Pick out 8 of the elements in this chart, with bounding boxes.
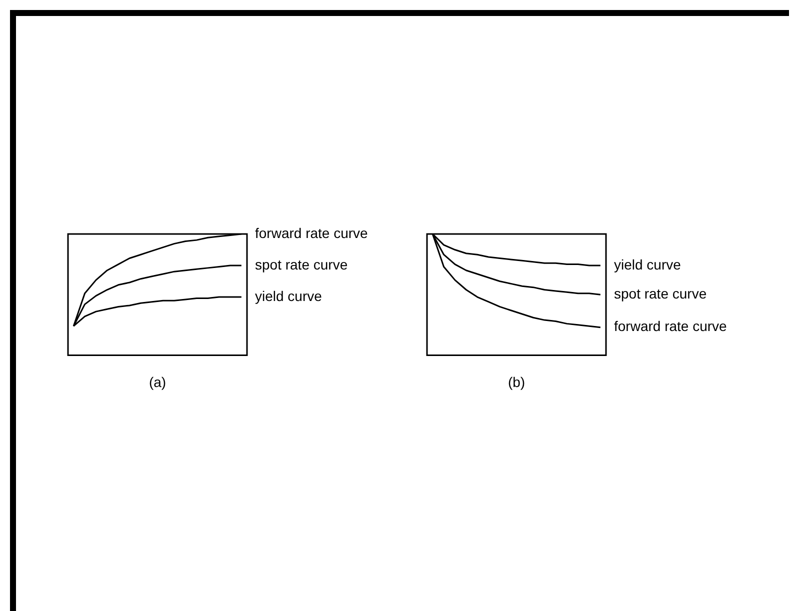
series-label: spot rate curve: [255, 256, 348, 272]
series-label: yield curve: [255, 288, 322, 304]
x-axis-title: (a): [148, 374, 166, 390]
series-label: yield curve: [614, 256, 682, 272]
series-label: forward rate curve: [614, 318, 728, 334]
series-label: forward rate curve: [255, 224, 368, 241]
series-label: spot rate curve: [614, 285, 707, 302]
x-axis-title: (b): [508, 374, 526, 390]
